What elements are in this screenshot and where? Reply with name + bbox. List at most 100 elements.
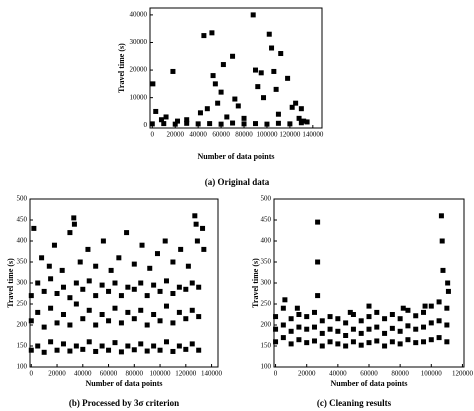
point xyxy=(285,75,291,81)
point xyxy=(48,305,54,311)
point xyxy=(157,347,163,353)
y-axis-label: Travel time (s) xyxy=(117,43,126,93)
y-tick-label: 200 xyxy=(261,321,272,329)
point xyxy=(189,307,195,313)
point xyxy=(389,339,395,345)
point xyxy=(144,322,150,328)
point xyxy=(80,346,86,352)
point xyxy=(444,305,450,311)
point xyxy=(273,339,279,345)
point xyxy=(275,120,281,126)
point xyxy=(73,343,79,349)
point xyxy=(93,322,99,328)
point xyxy=(60,312,66,317)
point xyxy=(189,341,195,347)
point xyxy=(93,348,99,354)
point xyxy=(335,328,341,334)
y-tick-label: 30000 xyxy=(130,38,148,46)
point xyxy=(438,213,444,219)
point xyxy=(201,246,207,252)
point xyxy=(230,53,236,59)
x-tick-label: 80000 xyxy=(391,370,409,378)
point xyxy=(374,324,380,330)
point xyxy=(176,343,182,349)
y-tick-label: 150 xyxy=(17,342,28,350)
point xyxy=(125,343,131,349)
point xyxy=(197,110,203,116)
point xyxy=(138,280,144,286)
point xyxy=(125,309,131,315)
point xyxy=(304,326,310,332)
point xyxy=(200,225,206,231)
y-tick-label: 0 xyxy=(144,121,148,129)
point xyxy=(54,347,60,353)
point xyxy=(413,340,419,346)
point xyxy=(157,288,163,294)
y-tick-label: 100 xyxy=(17,363,28,371)
point xyxy=(413,313,419,319)
x-axis-label: Number of data points xyxy=(86,379,163,388)
y-tick-label: 350 xyxy=(17,258,28,266)
y-tick-label: 300 xyxy=(17,279,28,287)
point xyxy=(252,67,258,73)
point xyxy=(439,238,445,244)
plot-frame xyxy=(149,7,323,129)
point xyxy=(261,95,267,101)
point xyxy=(71,215,77,221)
point xyxy=(193,221,199,227)
point xyxy=(421,324,427,330)
point xyxy=(280,322,286,328)
point xyxy=(170,68,176,74)
point xyxy=(440,267,446,273)
point xyxy=(241,121,247,127)
x-tick-label: 40000 xyxy=(329,370,347,378)
point xyxy=(250,12,256,18)
point xyxy=(86,307,92,313)
point xyxy=(366,326,372,332)
point xyxy=(73,301,79,307)
point xyxy=(421,309,427,315)
point xyxy=(273,314,279,320)
point xyxy=(304,340,310,346)
point xyxy=(405,323,411,329)
x-tick-label: 60000 xyxy=(212,131,230,139)
point xyxy=(273,86,279,92)
point xyxy=(54,320,60,326)
point xyxy=(28,347,34,353)
point xyxy=(444,339,450,345)
point xyxy=(28,293,34,299)
point xyxy=(422,303,428,309)
point xyxy=(296,324,302,330)
point xyxy=(154,251,160,257)
point xyxy=(189,280,195,286)
point xyxy=(163,114,169,120)
point xyxy=(162,238,168,244)
point xyxy=(258,70,264,76)
caption: (b) Processed by 3σ criterion xyxy=(69,398,179,408)
point xyxy=(28,318,34,324)
point xyxy=(108,267,114,273)
point xyxy=(124,230,130,236)
point xyxy=(304,314,310,320)
point xyxy=(319,343,325,349)
point xyxy=(67,348,73,354)
point xyxy=(138,307,144,313)
point xyxy=(39,255,45,261)
point xyxy=(280,335,286,341)
point xyxy=(413,326,419,332)
point xyxy=(294,305,300,311)
y-tick-label: 350 xyxy=(261,258,272,266)
x-tick-label: 60000 xyxy=(360,370,378,378)
point xyxy=(209,30,215,36)
point xyxy=(241,115,247,121)
point xyxy=(176,309,182,315)
y-tick-label: 450 xyxy=(261,216,272,224)
y-tick-label: 150 xyxy=(261,342,272,350)
y-tick-label: 450 xyxy=(17,216,28,224)
point xyxy=(298,106,304,112)
x-tick-label: 0 xyxy=(151,131,155,139)
x-tick-label: 100000 xyxy=(256,131,278,139)
point xyxy=(100,238,106,244)
point xyxy=(54,291,60,296)
